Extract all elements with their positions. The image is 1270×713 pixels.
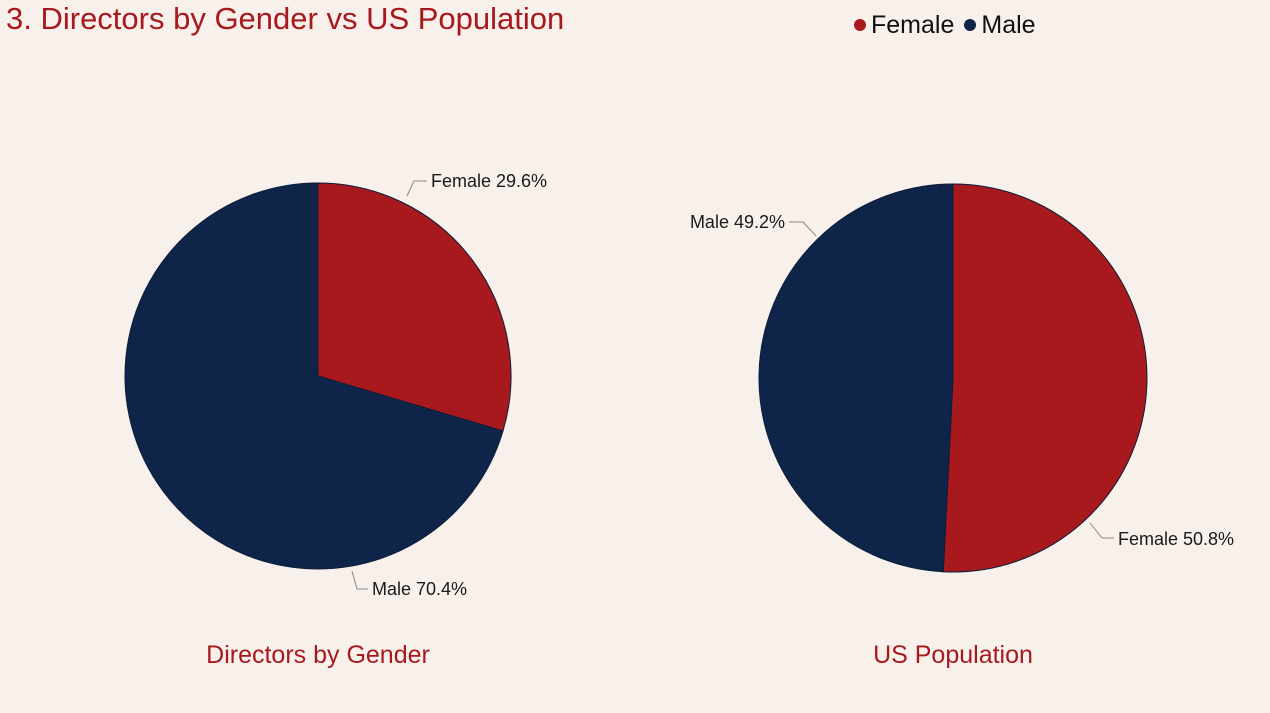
pie-slice-male xyxy=(758,183,954,573)
pie-slice-male xyxy=(124,182,504,570)
legend-label-female: Female xyxy=(871,11,955,39)
pie-slice-female xyxy=(942,183,1148,573)
data-label-female: Female 50.8% xyxy=(1118,529,1234,549)
legend-item-female: Female xyxy=(854,9,954,41)
page-title: 3. Directors by Gender vs US Population xyxy=(6,1,565,36)
legend-swatch-female xyxy=(854,19,866,31)
data-label-male: Male 70.4% xyxy=(372,579,467,599)
data-label-male: Male 49.2% xyxy=(690,212,785,232)
chart-title: US Population xyxy=(873,641,1033,669)
leader-line-male xyxy=(789,221,817,237)
legend-swatch-male xyxy=(964,19,977,31)
leader-line-female xyxy=(406,180,427,197)
pie-chart-2: Female 50.8% Male 49.2% US Population xyxy=(690,183,1234,669)
leader-line-male xyxy=(351,570,368,590)
pie-chart-1: Female 29.6% Male 70.4% Directors by Gende… xyxy=(124,171,547,669)
chart-title: Directors by Gender xyxy=(206,641,430,669)
pie-slice-female xyxy=(317,182,512,432)
leader-line-female xyxy=(1089,522,1114,539)
legend-item-male: Male xyxy=(964,9,1036,41)
legend-label-male: Male xyxy=(981,11,1036,39)
chart-legend: Female Male xyxy=(854,9,1046,41)
data-label-female: Female 29.6% xyxy=(431,171,547,191)
